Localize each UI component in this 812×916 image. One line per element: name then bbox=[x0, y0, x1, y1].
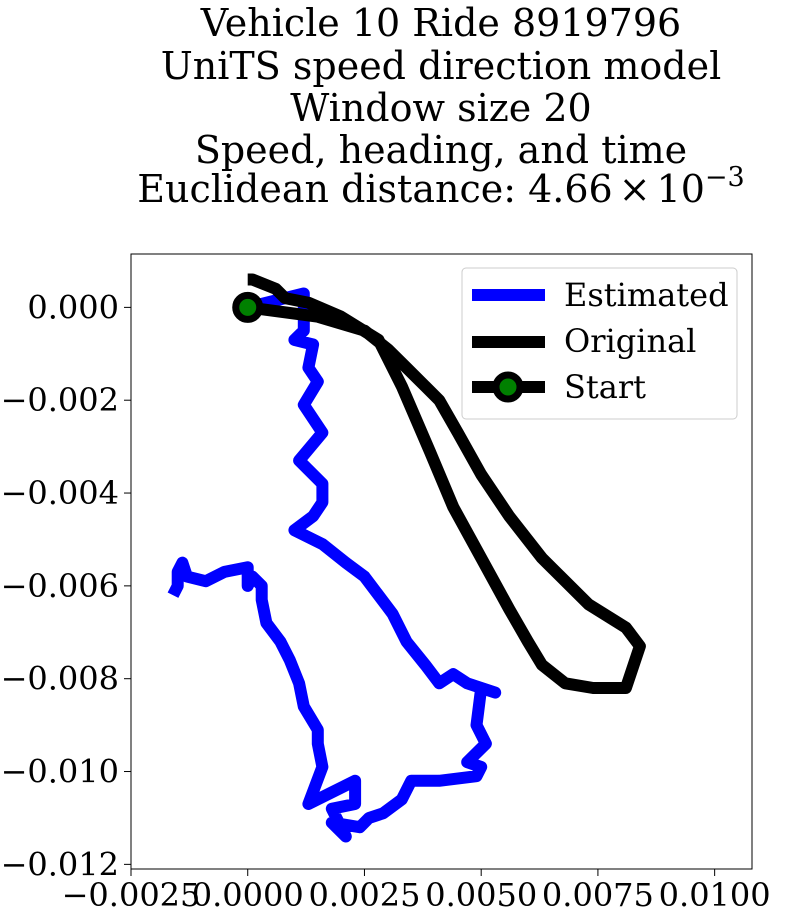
title-distance-exponent: −3 bbox=[705, 162, 745, 193]
x-tick-label: 0.0000 bbox=[192, 876, 304, 914]
title-distance-base: 10 bbox=[657, 167, 705, 211]
title-line-2: UniTS speed direction model bbox=[161, 44, 721, 88]
title-line-1: Vehicle 10 Ride 8919796 bbox=[200, 1, 681, 45]
y-tick-label: −0.004 bbox=[1, 474, 119, 512]
legend-label-original: Original bbox=[564, 322, 696, 360]
title-distance-times: × bbox=[619, 167, 651, 211]
start-point-marker bbox=[232, 291, 264, 323]
y-tick-label: 0.000 bbox=[27, 288, 119, 326]
y-tick-label: −0.010 bbox=[1, 753, 119, 791]
legend-label-estimated: Estimated bbox=[564, 276, 729, 314]
y-tick-label: −0.002 bbox=[1, 381, 119, 419]
title-distance-prefix: Euclidean distance: 4.66 bbox=[137, 167, 612, 211]
x-tick-label: −0.0025 bbox=[62, 876, 201, 914]
y-tick-label: −0.008 bbox=[1, 660, 119, 698]
y-axis: 0.000 −0.002 −0.004 −0.006 −0.008 −0.010 −0.01… bbox=[1, 288, 131, 883]
legend-label-start: Start bbox=[564, 368, 646, 406]
y-tick-label: −0.012 bbox=[1, 845, 119, 883]
x-tick-label: 0.0100 bbox=[659, 876, 771, 914]
series-line-original bbox=[246, 273, 646, 694]
x-tick-label: 0.0025 bbox=[308, 876, 420, 914]
legend: Estimated Original Start bbox=[461, 267, 738, 420]
title-line-4: Speed, heading, and time bbox=[195, 128, 687, 172]
series-layer bbox=[167, 273, 646, 843]
chart-title: Vehicle 10 Ride 8919796 UniTS speed dire… bbox=[137, 1, 744, 211]
legend-marker-start bbox=[492, 371, 524, 403]
x-tick-label: 0.0050 bbox=[425, 876, 537, 914]
title-line-5: Euclidean distance: 4.66 × 10−3 bbox=[137, 162, 744, 211]
y-tick-label: −0.006 bbox=[1, 567, 119, 605]
title-line-3: Window size 20 bbox=[290, 86, 591, 130]
plot-area-frame bbox=[130, 253, 753, 870]
series-line-estimated bbox=[167, 287, 502, 843]
x-tick-label: 0.0075 bbox=[542, 876, 654, 914]
